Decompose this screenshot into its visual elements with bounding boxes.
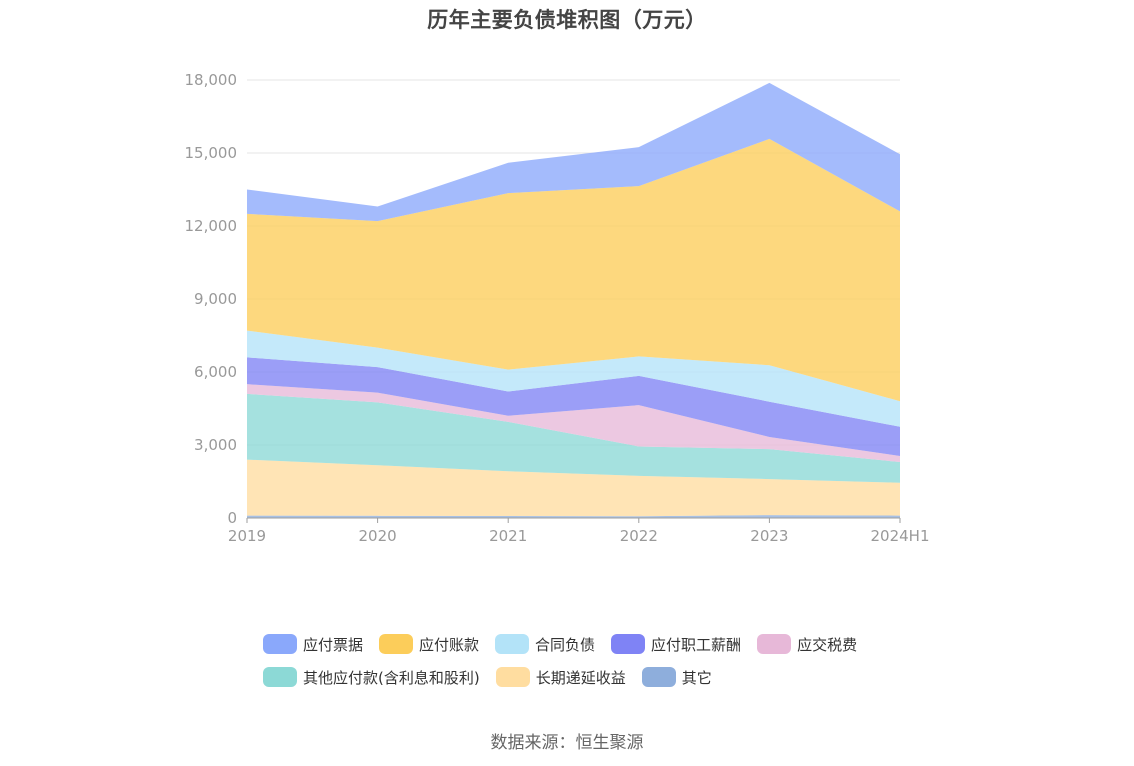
legend-label: 合同负债 bbox=[535, 635, 596, 654]
x-tick-label: 2024H1 bbox=[871, 527, 930, 545]
legend-item[interactable]: 应付账款 bbox=[379, 634, 479, 655]
legend-item[interactable]: 其他应付款(含利息和股利) bbox=[263, 667, 480, 688]
area-series-layer bbox=[247, 82, 900, 518]
y-tick-label: 3,000 bbox=[194, 436, 237, 454]
area-series bbox=[247, 138, 900, 402]
y-tick-label: 6,000 bbox=[194, 363, 237, 381]
legend-label: 应付账款 bbox=[419, 635, 480, 654]
x-tick-label: 2019 bbox=[228, 527, 266, 545]
area-series bbox=[247, 357, 900, 456]
y-tick-label: 12,000 bbox=[185, 217, 238, 235]
legend-label: 应付票据 bbox=[303, 635, 364, 654]
legend-swatch bbox=[641, 667, 676, 687]
legend-swatch bbox=[263, 634, 297, 654]
x-tick-label: 2021 bbox=[489, 527, 527, 545]
stacked-area-chart: 0 3,000 6,000 9,000 12,000 15,000 18,000 2019 20… bbox=[185, 71, 930, 545]
area-series bbox=[247, 82, 900, 222]
x-tick-label: 2022 bbox=[620, 527, 658, 545]
legend-label: 应交税费 bbox=[797, 635, 858, 654]
area-series bbox=[247, 384, 900, 463]
y-tick-label: 9,000 bbox=[194, 290, 237, 308]
legend-item[interactable]: 其它 bbox=[641, 667, 712, 688]
x-tick-label: 2020 bbox=[359, 527, 397, 545]
x-tick-label: 2023 bbox=[750, 527, 788, 545]
legend-swatch bbox=[495, 634, 530, 654]
legend-row: 应付票据 应付账款 合同负债 应付职工薪酬 应交税费 bbox=[263, 632, 903, 656]
legend-swatch bbox=[757, 634, 792, 654]
legend-swatch bbox=[611, 634, 646, 654]
legend-item[interactable]: 长期递延收益 bbox=[495, 667, 626, 688]
y-tick-label: 0 bbox=[227, 509, 237, 527]
legend-item[interactable]: 应交税费 bbox=[757, 634, 857, 655]
chart-title: 历年主要负债堆积图（万元） bbox=[427, 8, 707, 32]
y-tick-label: 18,000 bbox=[185, 71, 238, 89]
legend-item[interactable]: 合同负债 bbox=[495, 634, 595, 655]
legend-label: 长期递延收益 bbox=[535, 668, 626, 687]
source-note: 数据来源：恒生聚源 bbox=[490, 733, 644, 753]
legend-label: 其它 bbox=[681, 668, 712, 687]
area-series bbox=[247, 515, 900, 518]
area-series bbox=[247, 459, 900, 517]
legend-item[interactable]: 应付职工薪酬 bbox=[611, 634, 741, 655]
axes: 0 3,000 6,000 9,000 12,000 15,000 18,000 2019 20… bbox=[185, 71, 930, 545]
y-tick-label: 15,000 bbox=[185, 144, 238, 162]
legend-label: 应付职工薪酬 bbox=[651, 635, 742, 654]
area-series bbox=[247, 393, 900, 483]
legend: 应付票据 应付账款 合同负债 应付职工薪酬 应交税费其他应付款(含利息和股利) 长期递延收… bbox=[263, 632, 903, 698]
legend-row: 其他应付款(含利息和股利) 长期递延收益 其它 bbox=[263, 665, 903, 689]
legend-item[interactable]: 应付票据 bbox=[263, 634, 363, 655]
legend-swatch bbox=[263, 667, 297, 687]
area-series bbox=[247, 330, 900, 427]
legend-swatch bbox=[495, 667, 530, 687]
legend-label: 其他应付款(含利息和股利) bbox=[303, 668, 480, 687]
legend-swatch bbox=[379, 634, 414, 654]
